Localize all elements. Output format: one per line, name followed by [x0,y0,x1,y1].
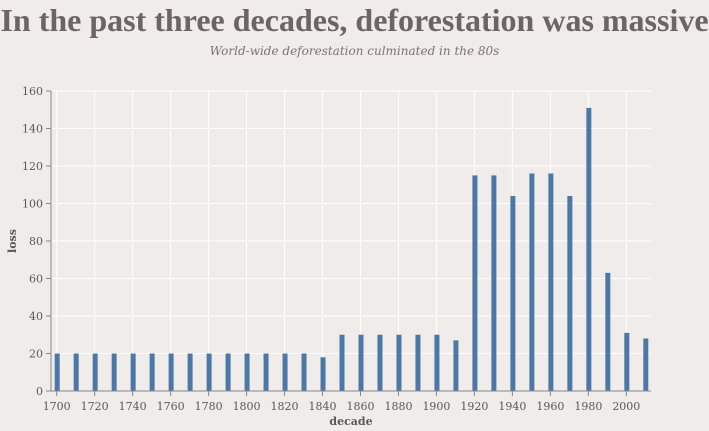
bar-1730 [111,353,117,391]
bar-1930 [491,175,497,391]
x-tick-label: 1700 [43,400,71,413]
x-tick-label: 1860 [346,400,374,413]
y-tick-label: 80 [29,235,43,248]
bar-1900 [434,334,440,391]
x-tick-label: 1920 [460,400,488,413]
y-tick-label: 60 [29,273,43,286]
chart-subtitle: World-wide deforestation culminated in t… [209,44,500,58]
bar-1860 [358,334,364,391]
axes: 0 20 40 60 80 100 120 140 160 1700 1720 1740 1760 178… [22,85,651,413]
y-tick-label: 100 [22,198,43,211]
bar-1790 [225,353,231,391]
bar-1850 [339,334,345,391]
y-tick-label: 40 [29,310,43,323]
x-tick-label: 1980 [574,400,602,413]
bar-1960 [548,173,554,391]
bar-1920 [472,175,478,391]
x-tick-label: 1900 [422,400,450,413]
bar-1950 [529,173,535,391]
x-tick-label: 1780 [195,400,223,413]
bar-1700 [54,353,60,391]
bar-1770 [187,353,193,391]
x-tick-label: 1820 [271,400,299,413]
bar-1820 [282,353,288,391]
bars [54,107,649,391]
bar-1760 [168,353,174,391]
bar-1880 [396,334,402,391]
bar-1780 [206,353,212,391]
x-tick-label: 1800 [233,400,261,413]
chart-title: In the past three decades, deforestation… [0,2,709,38]
bar-1870 [377,334,383,391]
bar-1990 [605,272,611,391]
y-tick-label: 160 [22,85,43,98]
bar-1750 [149,353,155,391]
bar-1800 [244,353,250,391]
y-tick-label: 0 [36,385,43,398]
bar-1710 [73,353,79,391]
x-tick-label: 1760 [157,400,185,413]
bar-2000 [624,332,630,391]
y-tick-label: 20 [29,348,43,361]
y-axis-label: loss [6,229,19,253]
bar-1810 [263,353,269,391]
bar-2010 [643,338,649,391]
bar-1740 [130,353,136,391]
x-tick-label: 1940 [498,400,526,413]
grid [51,90,651,392]
y-tick-label: 120 [22,160,43,173]
bar-1720 [92,353,98,391]
bar-1970 [567,196,573,391]
x-tick-label: 1880 [384,400,412,413]
x-tick-label: 2000 [612,400,640,413]
x-tick-label: 1720 [81,400,109,413]
x-tick-label: 1840 [309,400,337,413]
x-axis-label: decade [329,415,372,428]
bar-1910 [453,340,459,391]
bar-1980 [586,107,592,391]
y-tick-label: 140 [22,123,43,136]
bar-1830 [301,353,307,391]
x-tick-label: 1740 [119,400,147,413]
x-tick-label: 1960 [536,400,564,413]
bar-1940 [510,196,516,391]
bar-1840 [320,357,326,391]
bar-1890 [415,334,421,391]
